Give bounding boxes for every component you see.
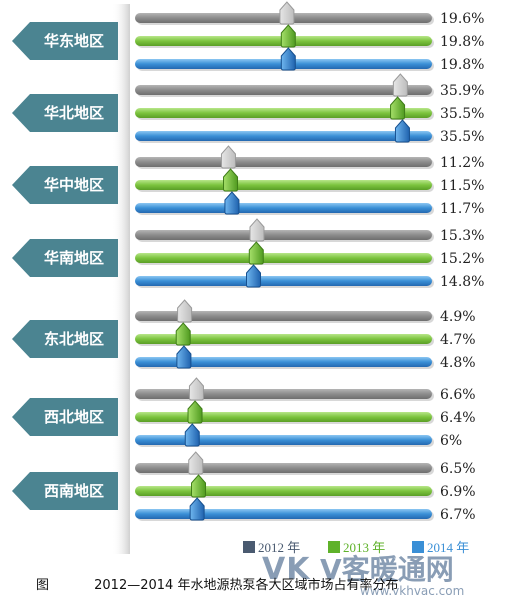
value-label: 35.5% — [440, 129, 484, 145]
marker-2013 — [187, 400, 203, 424]
figure-caption: 图 2012—2014 年水地源热泵各大区域市场占有率分布 — [36, 574, 496, 593]
marker-2012 — [220, 145, 236, 169]
bar-2012 — [135, 157, 432, 167]
bar-2012 — [135, 311, 432, 321]
marker-2012 — [177, 299, 193, 323]
bar-2012 — [135, 463, 432, 473]
region-label: 西南地区 — [44, 482, 104, 500]
marker-2012 — [392, 73, 408, 97]
chart-side-shadow — [112, 4, 130, 554]
value-label: 6.9% — [440, 484, 476, 500]
bar-2013 — [135, 334, 432, 344]
bar-2014 — [135, 276, 432, 286]
marker-2014 — [246, 264, 262, 288]
legend-swatch-2014 — [412, 541, 424, 553]
watermark-text: V客暖通网 — [320, 553, 454, 586]
value-label: 19.6% — [440, 11, 484, 27]
value-label: 6.6% — [440, 387, 476, 403]
value-label: 11.2% — [440, 155, 484, 171]
region-label-bg — [12, 472, 118, 510]
marker-2013 — [191, 474, 207, 498]
bar-2013 — [135, 412, 432, 422]
value-label: 35.5% — [440, 106, 484, 122]
region-label-bg — [12, 398, 118, 436]
region-label-bg — [12, 320, 118, 358]
bar-2014 — [135, 509, 432, 519]
value-label: 6.4% — [440, 410, 476, 426]
region-label: 华南地区 — [44, 249, 104, 267]
value-label: 6% — [440, 433, 462, 449]
watermark: VK V客暖通网 www.vkhvac.com — [262, 548, 464, 598]
bar-2012 — [135, 230, 432, 240]
region-label: 西北地区 — [44, 408, 104, 426]
marker-2012 — [279, 1, 295, 25]
bar-2014 — [135, 131, 432, 141]
bars-layer: 19.6% 19.8% 19.8% 35.9% 35.5% 35.5% 11.2% 11.5%… — [135, 1, 484, 523]
legend-label-2014: 2014 年 — [427, 540, 469, 555]
marker-2012 — [249, 218, 265, 242]
caption-text: 2012—2014 年水地源热泵各大区域市场占有率分布 — [94, 578, 399, 593]
marker-2013 — [390, 96, 406, 120]
value-label: 35.9% — [440, 83, 484, 99]
value-label: 4.8% — [440, 355, 476, 371]
marker-2014 — [184, 423, 200, 447]
value-label: 14.8% — [440, 274, 484, 290]
value-label: 15.2% — [440, 251, 484, 267]
marker-2014 — [176, 345, 192, 369]
legend-swatch-2013 — [328, 541, 340, 553]
marker-2012 — [188, 451, 204, 475]
region-label-bg — [12, 239, 118, 277]
marker-2014 — [394, 119, 410, 143]
marker-2013 — [223, 168, 239, 192]
bar-2014 — [135, 203, 432, 213]
bar-2013 — [135, 253, 432, 263]
bar-2014 — [135, 435, 432, 445]
region-label: 东北地区 — [44, 330, 104, 348]
value-label: 6.7% — [440, 507, 476, 523]
region-label-bg — [12, 22, 118, 60]
bar-2013 — [135, 180, 432, 190]
marker-2012 — [188, 377, 204, 401]
marker-2014 — [280, 47, 296, 71]
legend-swatch-2012 — [243, 541, 255, 553]
watermark-brand: VK — [262, 552, 311, 587]
marker-2014 — [189, 497, 205, 521]
value-label: 19.8% — [440, 57, 484, 73]
legend-label-2013: 2013 年 — [343, 540, 385, 555]
bar-2013 — [135, 486, 432, 496]
legend-label-2012: 2012 年 — [258, 540, 300, 555]
bar-2013 — [135, 108, 432, 118]
value-label: 11.7% — [440, 201, 484, 217]
bar-2012 — [135, 85, 432, 95]
region-label: 华北地区 — [44, 104, 104, 122]
value-label: 4.7% — [440, 332, 476, 348]
legend: 2012 年 2013 年 2014 年 — [243, 540, 469, 555]
value-label: 11.5% — [440, 178, 484, 194]
region-label: 华东地区 — [44, 32, 104, 50]
value-label: 19.8% — [440, 34, 484, 50]
value-label: 4.9% — [440, 309, 476, 325]
caption-fig-label: 图 — [36, 578, 50, 593]
value-label: 6.5% — [440, 461, 476, 477]
marker-2013 — [280, 24, 296, 48]
watermark-url: www.vkhvac.com — [360, 584, 465, 598]
bar-2014 — [135, 357, 432, 367]
region-label-bg — [12, 94, 118, 132]
region-label-bg — [12, 166, 118, 204]
marker-2013 — [248, 241, 264, 265]
region-label: 华中地区 — [44, 176, 104, 194]
marker-2013 — [175, 322, 191, 346]
marker-2014 — [224, 191, 240, 215]
bar-2012 — [135, 389, 432, 399]
value-label: 15.3% — [440, 228, 484, 244]
